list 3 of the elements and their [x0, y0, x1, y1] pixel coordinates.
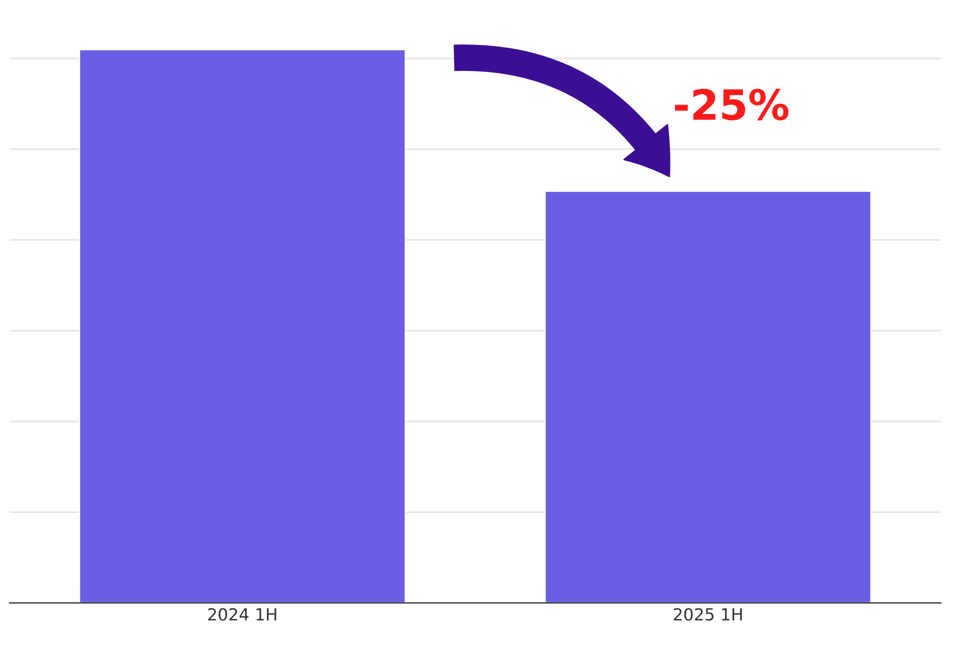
x-tick-label: 2025 1H [674, 608, 742, 621]
annotation: -25% [675, 88, 788, 120]
x-tick-label: 2024 1H [208, 608, 276, 621]
